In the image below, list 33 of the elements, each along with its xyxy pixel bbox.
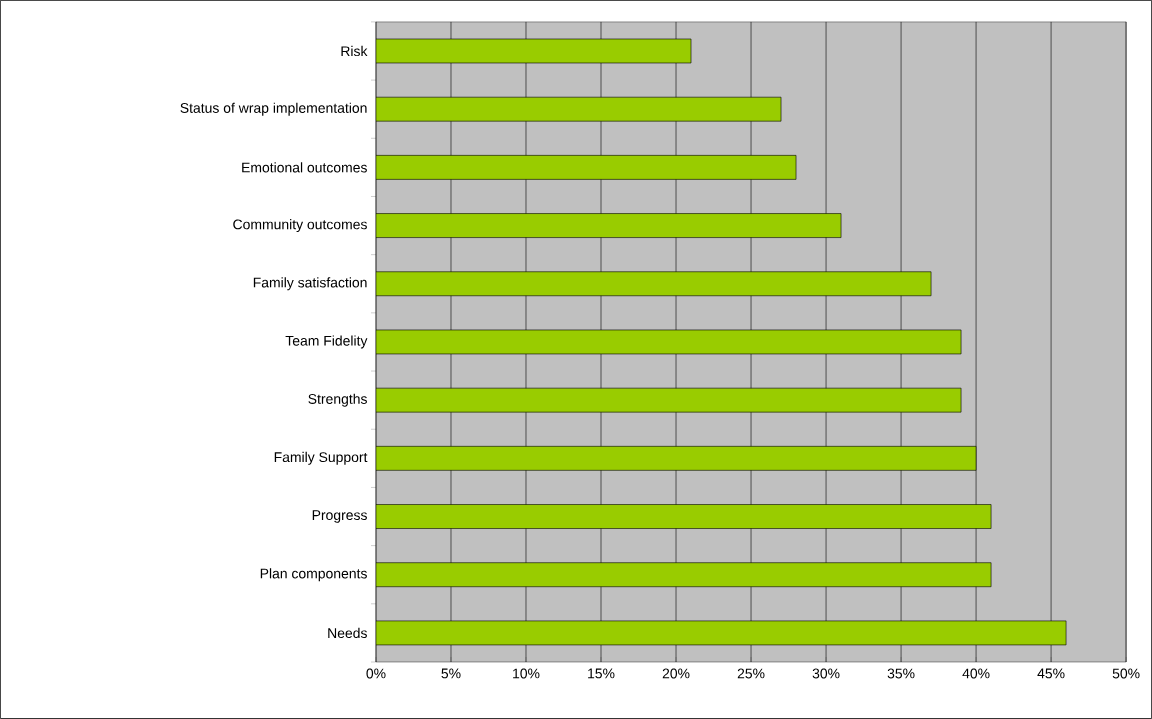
x-tick-label: 10% — [513, 668, 540, 679]
x-tick-label: 35% — [887, 668, 915, 679]
y-tick-label: Plan components — [260, 568, 367, 582]
bar — [375, 213, 842, 238]
x-tick-label: 5% — [441, 668, 461, 679]
x-tick-label: 40% — [962, 668, 990, 679]
x-tick-label: 20% — [662, 668, 690, 679]
bar — [375, 620, 1067, 646]
y-tick-label: Emotional outcomes — [242, 162, 367, 173]
x-tick-label: 15% — [588, 668, 615, 679]
y-tick-label: Progress — [312, 510, 367, 523]
y-tick-label: Needs — [328, 627, 367, 639]
y-tick-label: Family satisfaction — [253, 277, 367, 291]
bar — [375, 329, 962, 355]
x-tick-label: 30% — [812, 668, 840, 679]
y-tick-label: Strengths — [308, 393, 367, 407]
bar — [375, 155, 797, 180]
y-tick-label: Family Support — [274, 451, 368, 465]
bar — [375, 271, 932, 297]
x-tick-label: 0% — [366, 668, 386, 679]
x-tick-label: 45% — [1037, 668, 1065, 679]
x-tick-label: 50% — [1112, 668, 1140, 679]
y-tick-label: Risk — [341, 45, 368, 57]
x-tick-label: 25% — [737, 668, 765, 679]
bar — [375, 562, 992, 588]
y-tick-label: Team Fidelity — [285, 335, 368, 349]
y-tick-label: Community outcomes — [233, 219, 367, 233]
bar — [375, 96, 782, 122]
bar — [375, 38, 692, 64]
bar — [375, 446, 977, 471]
y-tick-label: Status of wrap implementation — [180, 102, 367, 116]
bar — [375, 504, 992, 529]
bar — [375, 387, 962, 413]
